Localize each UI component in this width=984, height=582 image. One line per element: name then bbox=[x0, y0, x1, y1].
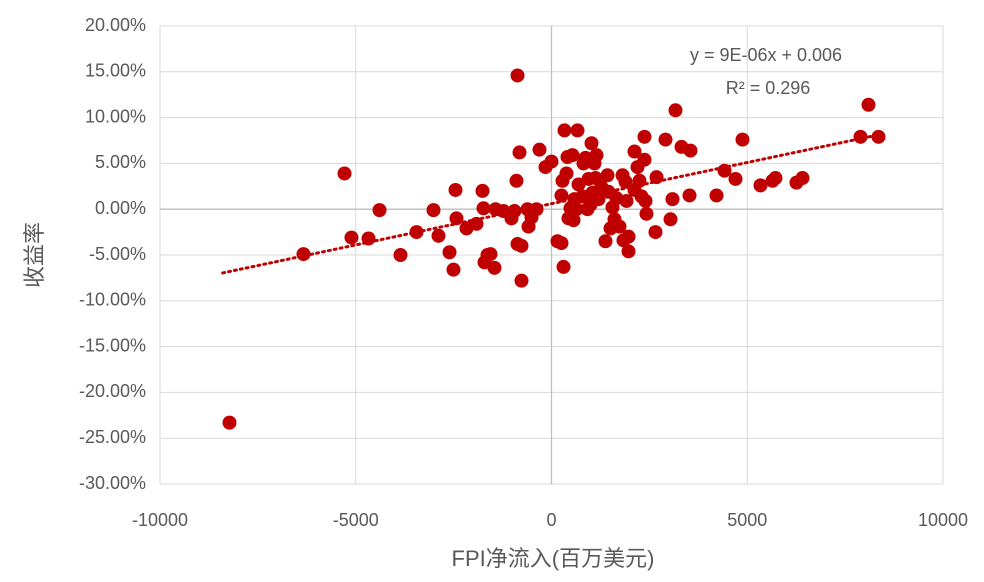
point bbox=[507, 204, 522, 219]
point bbox=[637, 152, 652, 167]
point bbox=[509, 173, 524, 188]
point bbox=[861, 97, 876, 112]
y-tick-label: -10.00% bbox=[79, 290, 146, 310]
point bbox=[632, 173, 647, 188]
point bbox=[483, 247, 498, 262]
point bbox=[559, 166, 574, 181]
y-tick-label: -15.00% bbox=[79, 335, 146, 355]
point bbox=[663, 212, 678, 227]
point bbox=[682, 188, 697, 203]
point bbox=[469, 216, 484, 231]
point bbox=[556, 259, 571, 274]
point bbox=[598, 234, 613, 249]
point bbox=[569, 202, 584, 217]
point bbox=[566, 213, 581, 228]
point bbox=[638, 193, 653, 208]
point bbox=[621, 229, 636, 244]
point bbox=[570, 123, 585, 138]
y-tick-label: 20.00% bbox=[85, 15, 146, 35]
point bbox=[442, 245, 457, 260]
point bbox=[222, 415, 237, 430]
y-tick-label: -25.00% bbox=[79, 427, 146, 447]
point bbox=[544, 154, 559, 169]
point bbox=[600, 168, 615, 183]
y-tick-label: 5.00% bbox=[95, 152, 146, 172]
point bbox=[683, 143, 698, 158]
point bbox=[795, 171, 810, 186]
y-tick-label: -30.00% bbox=[79, 473, 146, 493]
point bbox=[446, 262, 461, 277]
point bbox=[621, 244, 636, 259]
point bbox=[648, 225, 663, 240]
x-tick-label: 5000 bbox=[727, 510, 767, 530]
point bbox=[637, 129, 652, 144]
point bbox=[514, 273, 529, 288]
point bbox=[296, 247, 311, 262]
point bbox=[618, 174, 633, 189]
point bbox=[658, 132, 673, 147]
point bbox=[426, 203, 441, 218]
point bbox=[393, 248, 408, 262]
x-tick-label: -5000 bbox=[333, 510, 379, 530]
y-tick-label: -5.00% bbox=[89, 244, 146, 264]
point bbox=[612, 219, 627, 234]
y-tick-label: 15.00% bbox=[85, 61, 146, 81]
point bbox=[728, 171, 743, 186]
point bbox=[431, 228, 446, 243]
r-squared: R² = 0.296 bbox=[726, 78, 811, 98]
point bbox=[344, 230, 359, 245]
point bbox=[565, 148, 580, 163]
x-tick-label: -10000 bbox=[132, 510, 188, 530]
point bbox=[619, 193, 634, 208]
point bbox=[871, 129, 886, 144]
x-axis-label: FPI净流入(百万美元) bbox=[452, 546, 655, 571]
x-tick-label: 0 bbox=[546, 510, 556, 530]
point bbox=[554, 188, 569, 203]
point bbox=[627, 144, 642, 159]
point bbox=[514, 238, 529, 253]
point bbox=[554, 236, 569, 251]
point bbox=[589, 148, 604, 163]
x-tick-label: 10000 bbox=[918, 510, 968, 530]
point bbox=[532, 142, 547, 157]
point bbox=[639, 206, 654, 221]
y-axis-label: 收益率 bbox=[22, 222, 47, 288]
point bbox=[487, 260, 502, 275]
point bbox=[665, 192, 680, 207]
point bbox=[448, 182, 463, 197]
point bbox=[668, 103, 683, 118]
y-tick-label: 10.00% bbox=[85, 106, 146, 126]
point bbox=[476, 201, 491, 216]
y-tick-label: 0.00% bbox=[95, 198, 146, 218]
point bbox=[709, 188, 724, 203]
point bbox=[337, 166, 352, 181]
point bbox=[557, 123, 572, 138]
trendline bbox=[221, 132, 882, 275]
point bbox=[372, 203, 387, 218]
trendline-equation: y = 9E-06x + 0.006 bbox=[690, 45, 842, 65]
point bbox=[512, 145, 527, 160]
point bbox=[475, 183, 490, 198]
point bbox=[584, 136, 599, 151]
point bbox=[735, 132, 750, 147]
point bbox=[510, 68, 525, 83]
point bbox=[768, 171, 783, 186]
y-tick-label: -20.00% bbox=[79, 381, 146, 401]
point bbox=[753, 178, 768, 193]
